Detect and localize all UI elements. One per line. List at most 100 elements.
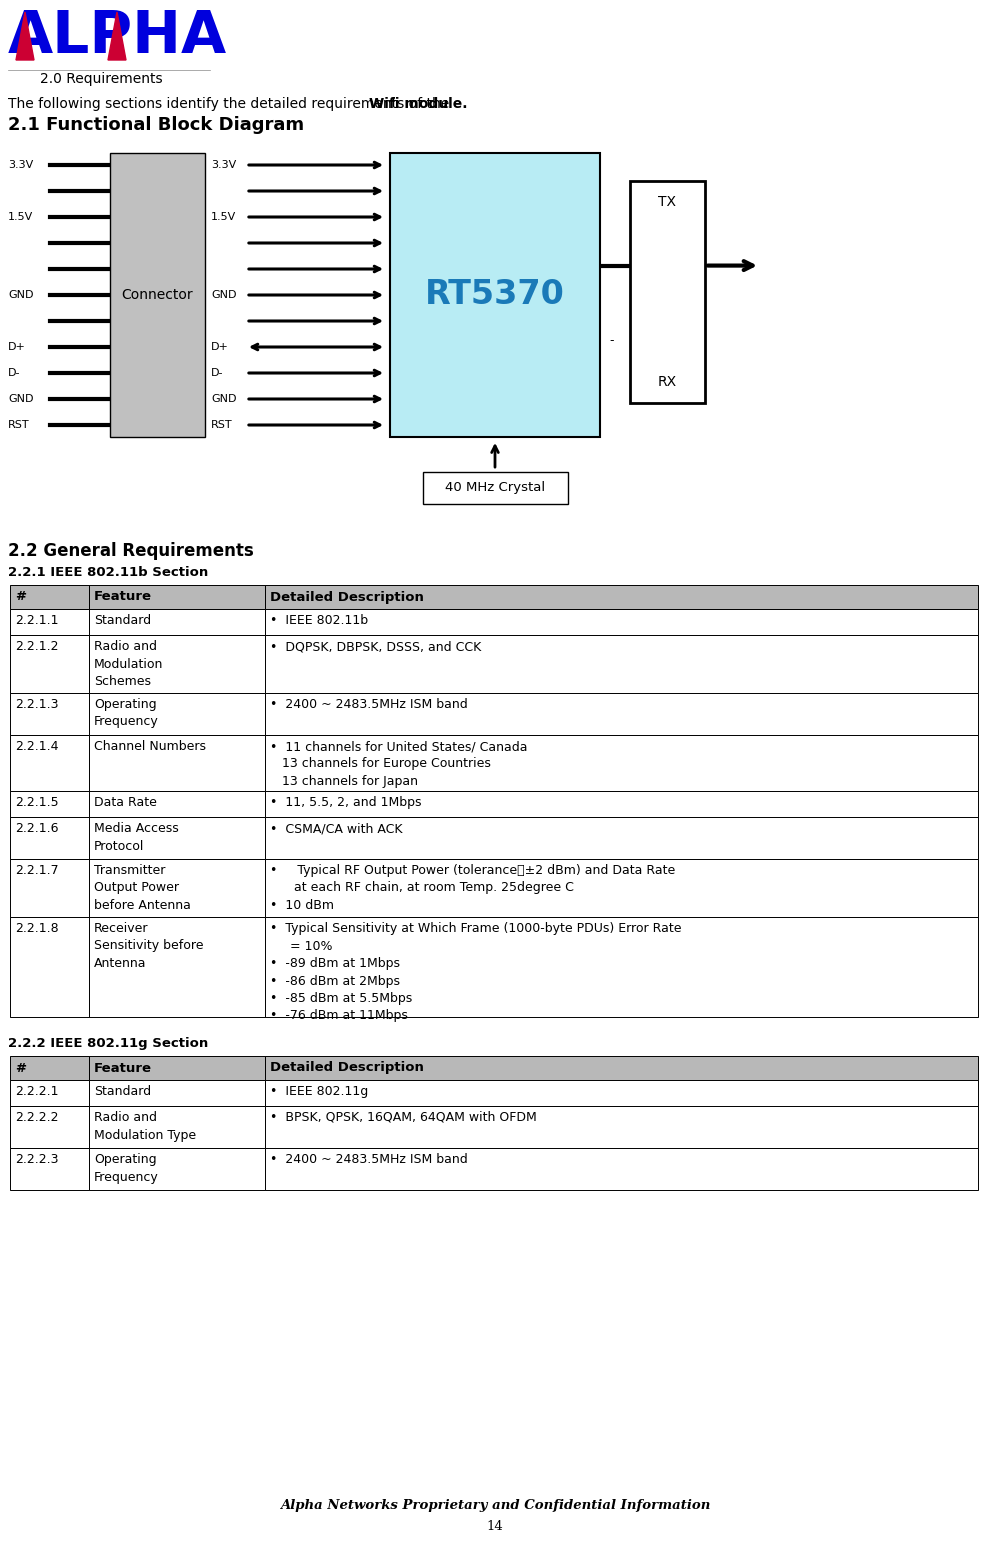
Text: •  DQPSK, DBPSK, DSSS, and CCK: • DQPSK, DBPSK, DSSS, and CCK [270,640,481,652]
Text: Detailed Description: Detailed Description [270,591,424,603]
Text: Receiver
Sensitivity before
Antenna: Receiver Sensitivity before Antenna [94,921,204,969]
Bar [10,1081,89,1105]
Text: Transmitter
Output Power
before Antenna: Transmitter Output Power before Antenna [94,864,191,912]
Text: •  CSMA/CA with ACK: • CSMA/CA with ACK [270,822,403,835]
Bar [10,1149,89,1190]
Text: TX: TX [658,195,676,209]
Text: D+: D+ [8,342,26,352]
Text: •  IEEE 802.11b: • IEEE 802.11b [270,614,368,628]
Bar [10,1105,89,1149]
Bar [89,1149,265,1190]
Text: Feature: Feature [94,1062,152,1074]
Bar [89,584,265,609]
Bar [265,1081,978,1105]
Text: •  Typical Sensitivity at Which Frame (1000-byte PDUs) Error Rate
     = 10%
•  : • Typical Sensitivity at Which Frame (10… [270,921,681,1022]
Bar [89,792,265,816]
Text: 2.2.1.2: 2.2.1.2 [15,640,58,652]
Text: 2.2.1.6: 2.2.1.6 [15,822,58,835]
Bar [10,635,89,693]
Text: Operating
Frequency: Operating Frequency [94,697,158,728]
Text: 2.2.2.3: 2.2.2.3 [15,1153,58,1166]
Bar [10,860,89,917]
Bar [89,917,265,1017]
Text: D-: D- [211,368,224,379]
Text: #: # [15,591,26,603]
Text: •  11 channels for United States/ Canada
   13 channels for Europe Countries
   : • 11 channels for United States/ Canada … [270,741,528,788]
Text: #: # [15,1062,26,1074]
Bar [265,1149,978,1190]
Bar [630,181,705,404]
Text: Standard: Standard [94,614,151,628]
Bar [10,816,89,860]
Bar [265,584,978,609]
Bar [265,1056,978,1081]
Text: RST: RST [8,421,30,430]
Bar [89,693,265,734]
Bar [390,153,600,438]
Text: 14: 14 [487,1520,503,1532]
Bar [110,153,205,438]
Text: •     Typical RF Output Power (tolerance：±2 dBm) and Data Rate
      at each RF : • Typical RF Output Power (tolerance：±2 … [270,864,675,912]
Text: •  2400 ~ 2483.5MHz ISM band: • 2400 ~ 2483.5MHz ISM band [270,1153,467,1166]
Text: Operating
Frequency: Operating Frequency [94,1153,158,1184]
Text: Detailed Description: Detailed Description [270,1062,424,1074]
Text: 40 MHz Crystal: 40 MHz Crystal [445,481,545,495]
Text: Connector: Connector [122,288,193,301]
Text: 2.2.1.8: 2.2.1.8 [15,921,58,935]
Text: RX: RX [658,376,677,390]
Text: D-: D- [8,368,21,379]
Text: D+: D+ [211,342,229,352]
Text: 2.2.2.2: 2.2.2.2 [15,1112,58,1124]
Text: GND: GND [8,291,34,300]
Text: RST: RST [211,421,233,430]
Bar [265,1105,978,1149]
Text: Alpha Networks Proprietary and Confidential Information: Alpha Networks Proprietary and Confident… [280,1498,710,1512]
Text: Wifi module.: Wifi module. [369,97,468,111]
Text: 2.2.2.1: 2.2.2.1 [15,1085,58,1098]
Bar [89,734,265,792]
Bar [89,1056,265,1081]
Bar [265,816,978,860]
Bar [89,860,265,917]
Text: •  IEEE 802.11g: • IEEE 802.11g [270,1085,368,1098]
Bar [10,792,89,816]
Bar [423,472,567,504]
Text: ALPHA: ALPHA [8,8,227,65]
Text: Media Access
Protocol: Media Access Protocol [94,822,179,852]
Text: Radio and
Modulation
Schemes: Radio and Modulation Schemes [94,640,163,688]
Text: Channel Numbers: Channel Numbers [94,741,206,753]
Text: Data Rate: Data Rate [94,796,156,809]
Text: 2.2.1.4: 2.2.1.4 [15,741,58,753]
Bar [265,917,978,1017]
Bar [89,1105,265,1149]
Text: The following sections identify the detailed requirements of the: The following sections identify the deta… [8,97,453,111]
Bar [10,1056,89,1081]
Text: RT5370: RT5370 [425,278,565,311]
Text: GND: GND [211,394,237,404]
Text: 1.5V: 1.5V [211,212,237,223]
Text: •  2400 ~ 2483.5MHz ISM band: • 2400 ~ 2483.5MHz ISM band [270,697,467,711]
Bar [89,609,265,635]
Text: 1.5V: 1.5V [8,212,34,223]
Polygon shape [16,12,34,60]
Bar [10,609,89,635]
Bar [265,693,978,734]
Bar [89,635,265,693]
Bar [89,1081,265,1105]
Text: 2.2.1 IEEE 802.11b Section: 2.2.1 IEEE 802.11b Section [8,566,208,580]
Text: 3.3V: 3.3V [8,159,34,170]
Text: -: - [610,334,614,348]
Text: Radio and
Modulation Type: Radio and Modulation Type [94,1112,196,1141]
Text: Standard: Standard [94,1085,151,1098]
Bar [265,792,978,816]
Text: 2.2.2 IEEE 802.11g Section: 2.2.2 IEEE 802.11g Section [8,1037,208,1050]
Text: 2.0 Requirements: 2.0 Requirements [40,73,162,87]
Text: 2.1 Functional Block Diagram: 2.1 Functional Block Diagram [8,116,304,135]
Bar [10,693,89,734]
Bar [265,860,978,917]
Text: 2.2.1.3: 2.2.1.3 [15,697,58,711]
Text: Feature: Feature [94,591,152,603]
Text: GND: GND [8,394,34,404]
Text: •  11, 5.5, 2, and 1Mbps: • 11, 5.5, 2, and 1Mbps [270,796,422,809]
Text: 3.3V: 3.3V [211,159,237,170]
